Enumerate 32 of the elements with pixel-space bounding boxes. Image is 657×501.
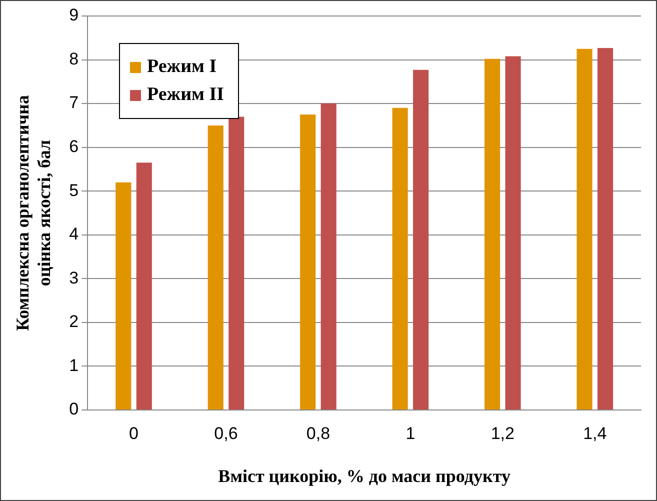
x-tick-label: 0,8 [306, 424, 330, 443]
bar [208, 125, 224, 410]
y-axis-title: Комплексна органолептична оцінка якості, бал [12, 95, 54, 331]
x-tick-label: 1,2 [490, 424, 514, 443]
bar [116, 182, 132, 410]
y-tick-label: 6 [69, 137, 79, 156]
bar [228, 116, 244, 410]
bar [484, 58, 500, 410]
bar [136, 162, 152, 410]
x-axis-title: Вміст цикорію, % до маси продукту [218, 466, 510, 486]
bar [505, 56, 521, 410]
bar [300, 114, 316, 410]
y-tick-label: 0 [69, 400, 79, 419]
y-tick-label: 2 [69, 312, 79, 332]
y-tick-label: 9 [69, 6, 79, 25]
bar [392, 108, 408, 410]
x-tick-label: 1 [406, 424, 416, 443]
y-tick-label: 3 [69, 268, 79, 288]
x-tick-label: 0,6 [214, 424, 238, 443]
bar [413, 70, 429, 410]
y-tick-label: 1 [69, 356, 79, 375]
legend-label: Режим I [147, 56, 217, 78]
legend-label: Режим II [147, 84, 224, 106]
y-tick-label: 4 [69, 224, 79, 244]
bar [576, 48, 592, 410]
y-tick-label: 8 [69, 49, 79, 68]
y-tick-label: 7 [69, 93, 79, 112]
bar [597, 48, 614, 410]
x-tick-label: 0 [129, 424, 138, 443]
y-tick-label: 5 [69, 180, 79, 200]
bar [320, 104, 336, 410]
x-tick-label: 1,4 [583, 424, 607, 443]
